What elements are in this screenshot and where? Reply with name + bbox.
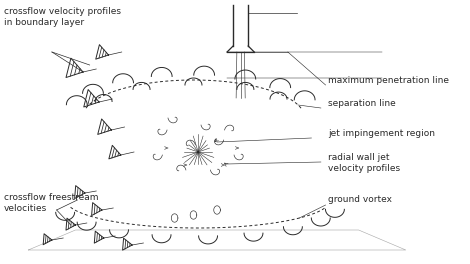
Text: separation line: separation line [329, 99, 396, 108]
Text: maximum penetration line: maximum penetration line [329, 76, 449, 85]
Text: crossflow freestream: crossflow freestream [4, 193, 98, 202]
Text: radial wall jet: radial wall jet [329, 153, 390, 162]
Text: jet impingement region: jet impingement region [329, 129, 435, 138]
Text: velocity profiles: velocity profiles [329, 164, 400, 173]
Text: ground vortex: ground vortex [329, 195, 392, 204]
Text: in boundary layer: in boundary layer [4, 18, 84, 27]
Text: velocities: velocities [4, 204, 47, 213]
Text: crossflow velocity profiles: crossflow velocity profiles [4, 7, 121, 16]
